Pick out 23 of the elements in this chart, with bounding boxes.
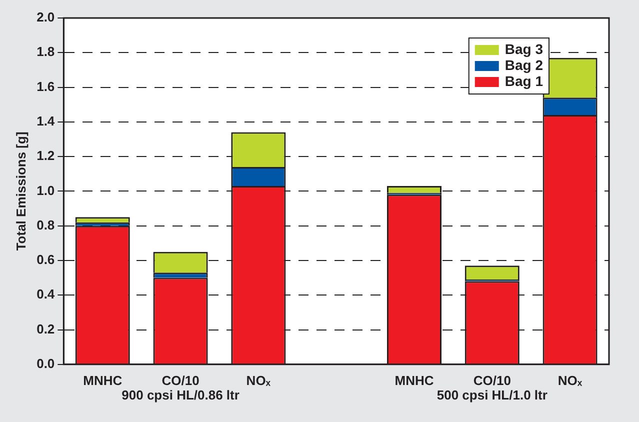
legend-label: Bag 3 xyxy=(504,40,544,57)
y-axis-title: Total Emissions [g] xyxy=(13,132,28,251)
y-tick-label: 0.4 xyxy=(36,286,56,302)
y-tick-label: 1.6 xyxy=(36,78,55,94)
y-tick-label: 0.2 xyxy=(36,321,55,336)
y-tick-label: 0.8 xyxy=(36,217,55,232)
y-tick-label: 1.8 xyxy=(36,44,55,60)
legend-label: Bag 2 xyxy=(504,56,544,73)
x-tick-label: MNHC xyxy=(394,372,434,388)
text: 500 cpsi HL/1.0 ltr xyxy=(436,387,548,402)
x-tick-label: NOₓ xyxy=(558,372,582,388)
y-tick-label: 2.0 xyxy=(36,10,55,25)
y-tick-label: 0.6 xyxy=(36,252,55,268)
text: 900 cpsi HL/0.86 ltr xyxy=(122,387,240,402)
y-tick-label: 1.0 xyxy=(36,182,55,198)
y-tick-label: 1.4 xyxy=(36,114,56,128)
y-tick-label: 0.0 xyxy=(36,356,55,371)
legend-label: Bag 1 xyxy=(504,72,544,89)
y-tick-label: 1.2 xyxy=(36,148,55,164)
x-tick-label: CO/10 xyxy=(473,372,511,388)
x-tick-label: CO/10 xyxy=(162,372,200,388)
x-tick-label: NOₓ xyxy=(246,372,271,388)
x-tick-label: MNHC xyxy=(83,372,123,388)
